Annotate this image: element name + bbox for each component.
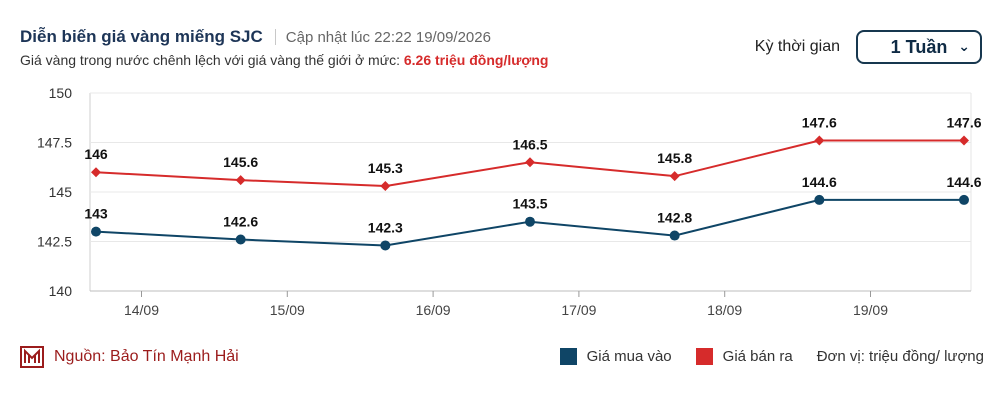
- data-point-buy: [235, 234, 246, 245]
- title-divider: [274, 29, 276, 45]
- subtitle: Giá vàng trong nước chênh lệch với giá v…: [20, 52, 548, 68]
- data-label: 147.6: [802, 115, 837, 131]
- data-label: 142.6: [223, 214, 258, 230]
- legend-sell: Giá bán ra: [695, 348, 793, 365]
- x-tick-label: 14/09: [124, 302, 159, 318]
- chart-header: Diễn biến giá vàng miếng SJC Cập nhật lú…: [20, 27, 491, 47]
- data-point-sell: [380, 181, 391, 192]
- data-label: 143.5: [512, 196, 547, 212]
- data-point-sell: [669, 171, 680, 182]
- data-point-buy: [380, 240, 391, 251]
- y-tick-label: 142.5: [37, 234, 72, 250]
- data-label: 146.5: [512, 136, 547, 152]
- legend-buy: Giá mua vào: [559, 348, 672, 365]
- data-point-buy: [814, 194, 825, 205]
- period-label: Kỳ thời gian: [754, 38, 840, 55]
- legend-sell-swatch: [695, 348, 713, 365]
- price-line-chart: 140 142.5 145 147.5 150 14/09 15/09 16/09 17/09 1…: [37, 85, 982, 318]
- x-tick-label: 18/09: [707, 302, 742, 318]
- legend-buy-swatch: [559, 348, 577, 365]
- update-timestamp: Cập nhật lúc 22:22 19/09/2026: [285, 28, 491, 46]
- data-point-buy: [91, 226, 101, 237]
- y-tick-label: 140: [49, 283, 73, 299]
- data-label: 146: [84, 146, 108, 162]
- data-point-buy: [669, 230, 680, 241]
- x-tick-label: 17/09: [561, 302, 596, 318]
- legend: Giá mua vào Giá bán ra Đơn vị: triệu đồn…: [536, 348, 984, 365]
- source: Nguồn: Bảo Tín Mạnh Hải: [20, 346, 239, 368]
- page-title: Diễn biến giá vàng miếng SJC: [20, 27, 263, 46]
- x-tick-label: 15/09: [270, 302, 305, 318]
- legend-buy-label: Giá mua vào: [586, 348, 672, 365]
- data-label: 145.8: [657, 150, 692, 166]
- data-label: 142.8: [657, 210, 692, 226]
- data-label: 144.6: [946, 174, 981, 190]
- source-text: Nguồn: Bảo Tín Mạnh Hải: [54, 348, 239, 365]
- x-tick-label: 19/09: [853, 302, 888, 318]
- data-point-sell: [814, 135, 825, 146]
- data-point-buy: [959, 194, 969, 205]
- brand-logo-icon: [20, 346, 44, 368]
- price-difference: 6.26 triệu đồng/lượng: [403, 52, 549, 68]
- x-tick-label: 16/09: [416, 302, 451, 318]
- period-select[interactable]: 1 Tuần ⌄: [856, 30, 982, 64]
- data-label: 144.6: [802, 174, 837, 190]
- data-label: 145.3: [368, 160, 403, 176]
- data-label: 142.3: [368, 219, 403, 235]
- data-label: 147.6: [946, 115, 981, 131]
- unit-note: Đơn vị: triệu đồng/ lượng: [817, 348, 984, 365]
- data-point-sell: [235, 175, 246, 186]
- period-control: Kỳ thời gian 1 Tuần ⌄: [755, 30, 982, 64]
- subtitle-text: Giá vàng trong nước chênh lệch với giá v…: [20, 52, 404, 68]
- legend-sell-label: Giá bán ra: [722, 348, 793, 365]
- data-point-sell: [959, 135, 969, 146]
- y-tick-label: 145: [49, 184, 73, 200]
- chevron-down-icon: ⌄: [958, 38, 970, 54]
- unit-label: Đơn vị: triệu đồng/ lượng: [816, 348, 984, 365]
- y-tick-label: 147.5: [37, 135, 72, 151]
- data-point-sell: [525, 157, 535, 168]
- period-selected-value: 1 Tuần: [890, 36, 948, 57]
- data-point-sell: [91, 167, 101, 178]
- data-label: 143: [84, 206, 108, 222]
- data-point-buy: [525, 216, 535, 227]
- data-label: 145.6: [223, 154, 258, 170]
- y-tick-label: 150: [49, 85, 73, 101]
